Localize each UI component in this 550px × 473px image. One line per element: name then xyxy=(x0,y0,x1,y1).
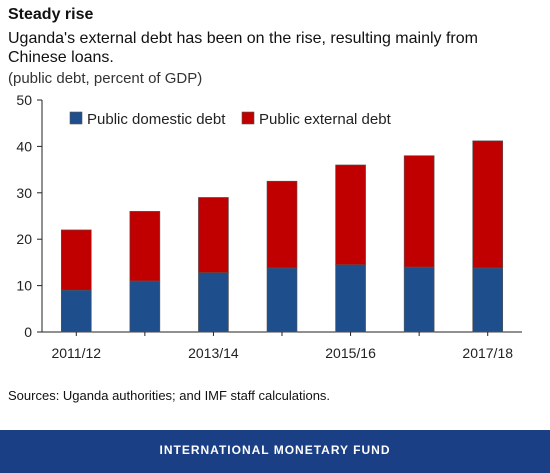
stacked-bar-chart: 0 10 20 30 40 50 2011/12 2013/14 2015/16 2017/18 P… xyxy=(16,92,522,361)
y-tick-label: 50 xyxy=(16,92,32,108)
y-tick-label: 20 xyxy=(16,231,32,247)
bar-external xyxy=(335,164,366,266)
bar-domestic xyxy=(403,266,435,333)
source-note: Sources: Uganda authorities; and IMF sta… xyxy=(8,388,331,403)
legend-swatch xyxy=(241,111,255,125)
y-tick-label: 0 xyxy=(24,324,32,340)
bar-external xyxy=(60,229,92,291)
legend-label: Public external debt xyxy=(259,111,392,128)
units-label: (public debt, percent of GDP) xyxy=(8,70,203,87)
bar-external xyxy=(198,197,229,273)
y-tick-label: 10 xyxy=(16,278,32,294)
x-tick-label: 2013/14 xyxy=(188,345,239,361)
x-tick-label: 2011/12 xyxy=(51,345,101,361)
bar-domestic xyxy=(472,267,504,333)
x-tick-label: 2015/16 xyxy=(325,345,376,361)
bar-domestic xyxy=(60,289,92,333)
footer-banner: INTERNATIONAL MONETARY FUND xyxy=(0,430,550,473)
x-tick-label: 2017/18 xyxy=(462,345,513,361)
legend-swatch xyxy=(69,111,83,125)
bar-external xyxy=(129,211,161,282)
legend-label: Public domestic debt xyxy=(87,111,226,128)
chart-title: Steady rise xyxy=(8,6,94,23)
bar-external xyxy=(472,140,504,269)
bar-external xyxy=(266,180,298,269)
chart-subtitle: Uganda's external debt has been on the r… xyxy=(8,30,478,66)
bar-domestic xyxy=(198,272,229,333)
y-tick-label: 30 xyxy=(16,185,32,201)
bar-external xyxy=(403,155,435,268)
y-tick-label: 40 xyxy=(16,138,32,154)
bar-domestic xyxy=(335,264,366,333)
bar-domestic xyxy=(266,267,298,333)
footer-text: INTERNATIONAL MONETARY FUND xyxy=(159,443,391,457)
bar-domestic xyxy=(129,280,161,333)
